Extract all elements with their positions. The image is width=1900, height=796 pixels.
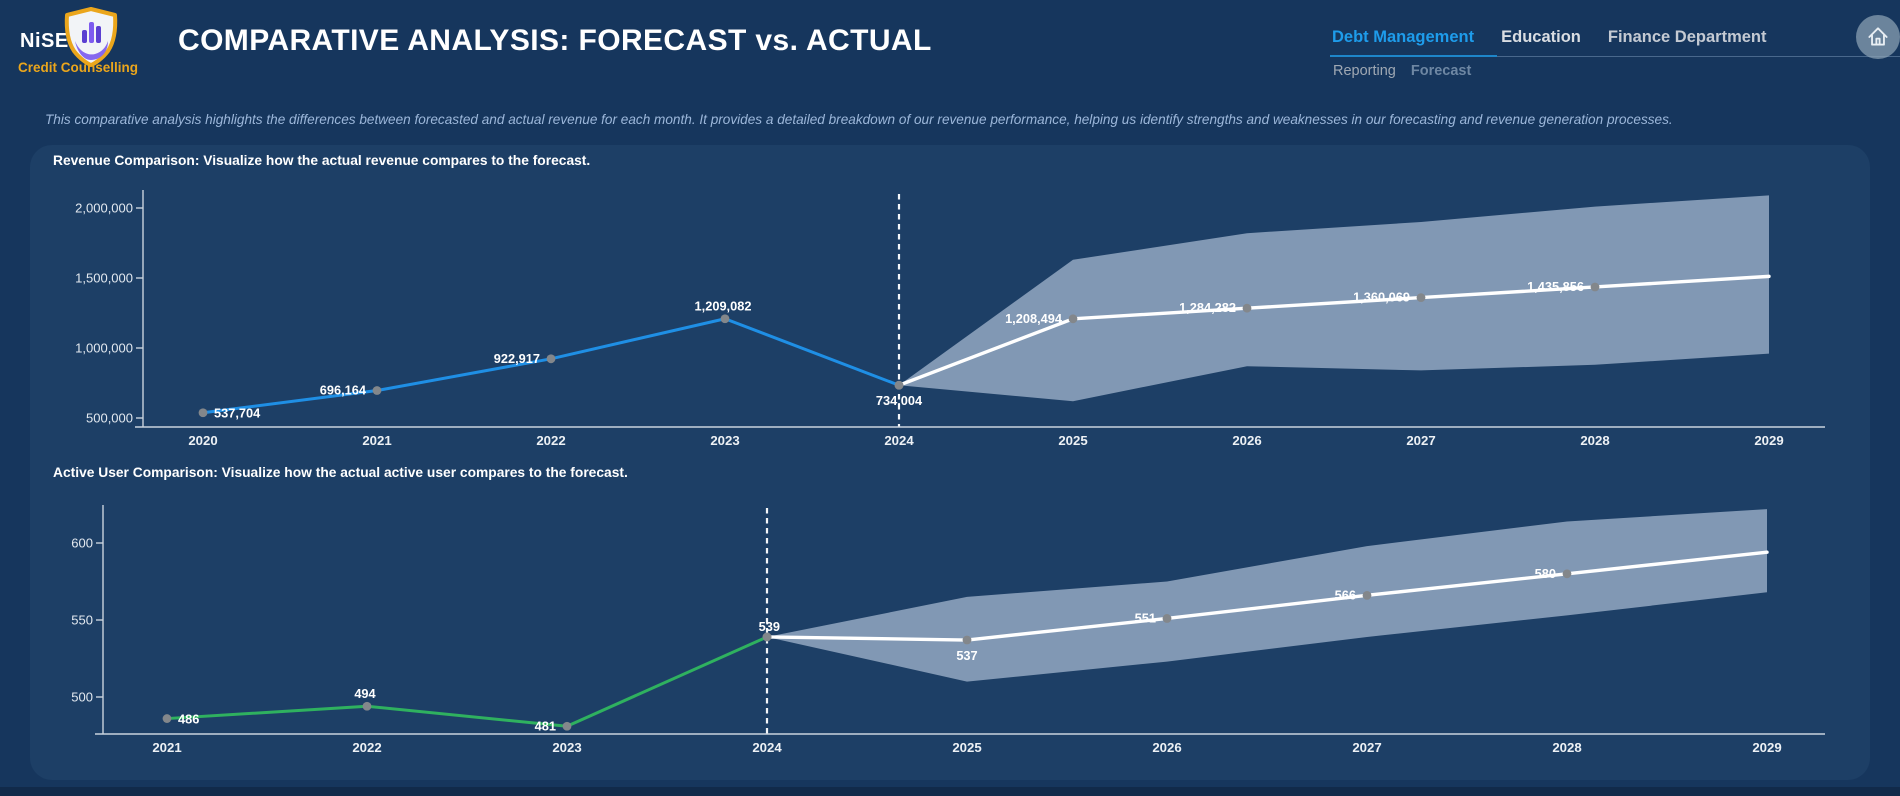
svg-text:2022: 2022 bbox=[352, 740, 381, 755]
svg-text:2025: 2025 bbox=[1058, 433, 1087, 448]
secondary-nav: Reporting Forecast bbox=[1333, 63, 1471, 79]
dashboard-description: This comparative analysis highlights the… bbox=[45, 112, 1673, 127]
active-user-chart-title: Active User Comparison: Visualize how th… bbox=[53, 465, 628, 480]
svg-text:2028: 2028 bbox=[1580, 433, 1609, 448]
tab-education[interactable]: Education bbox=[1501, 28, 1581, 46]
svg-text:2024: 2024 bbox=[884, 433, 914, 448]
svg-text:2,000,000: 2,000,000 bbox=[75, 201, 133, 216]
svg-text:2026: 2026 bbox=[1152, 740, 1181, 755]
active-tab-underline bbox=[1330, 55, 1497, 57]
primary-nav: Debt Management Education Finance Depart… bbox=[1332, 28, 1767, 47]
svg-text:2025: 2025 bbox=[952, 740, 981, 755]
svg-text:537: 537 bbox=[956, 648, 977, 663]
svg-text:2021: 2021 bbox=[152, 740, 181, 755]
svg-text:2023: 2023 bbox=[552, 740, 581, 755]
home-icon bbox=[1868, 27, 1888, 46]
svg-text:566: 566 bbox=[1335, 587, 1356, 602]
svg-text:2023: 2023 bbox=[710, 433, 739, 448]
svg-text:1,208,494: 1,208,494 bbox=[1005, 311, 1063, 326]
svg-text:481: 481 bbox=[535, 718, 556, 733]
svg-text:600: 600 bbox=[71, 536, 93, 551]
svg-text:1,000,000: 1,000,000 bbox=[75, 341, 133, 356]
tab-finance-department[interactable]: Finance Department bbox=[1607, 28, 1767, 46]
svg-text:537,704: 537,704 bbox=[214, 406, 261, 421]
svg-text:2026: 2026 bbox=[1232, 433, 1261, 448]
shield-logo-icon bbox=[64, 7, 118, 67]
home-button[interactable] bbox=[1856, 15, 1900, 59]
svg-text:486: 486 bbox=[178, 712, 199, 727]
svg-text:2029: 2029 bbox=[1754, 433, 1783, 448]
svg-text:1,500,000: 1,500,000 bbox=[75, 271, 133, 286]
svg-text:696,164: 696,164 bbox=[320, 383, 367, 398]
svg-text:550: 550 bbox=[71, 613, 93, 628]
tab-debt-management[interactable]: Debt Management bbox=[1332, 28, 1475, 46]
svg-text:580: 580 bbox=[1535, 566, 1556, 581]
svg-text:734,004: 734,004 bbox=[876, 393, 923, 408]
page-title: COMPARATIVE ANALYSIS: FORECAST vs. ACTUA… bbox=[178, 24, 932, 57]
svg-text:494: 494 bbox=[354, 686, 376, 701]
svg-text:2024: 2024 bbox=[752, 740, 782, 755]
svg-text:500,000: 500,000 bbox=[86, 411, 133, 426]
svg-text:1,435,856: 1,435,856 bbox=[1527, 279, 1584, 294]
svg-text:2021: 2021 bbox=[362, 433, 391, 448]
svg-text:551: 551 bbox=[1135, 610, 1156, 625]
svg-text:2027: 2027 bbox=[1352, 740, 1381, 755]
svg-text:2022: 2022 bbox=[536, 433, 565, 448]
svg-text:2029: 2029 bbox=[1752, 740, 1781, 755]
svg-text:1,360,069: 1,360,069 bbox=[1353, 290, 1410, 305]
active-user-comparison-chart[interactable]: 500 550 600 2021 2022 2023 2024 2025 2026 2027 202… bbox=[30, 455, 1870, 780]
brand-name: NiSE bbox=[20, 30, 69, 52]
bottom-strip bbox=[0, 787, 1900, 796]
tab-reporting[interactable]: Reporting bbox=[1333, 63, 1396, 79]
svg-text:1,284,282: 1,284,282 bbox=[1179, 300, 1236, 315]
svg-text:500: 500 bbox=[71, 690, 93, 705]
svg-text:922,917: 922,917 bbox=[494, 351, 540, 366]
revenue-chart-title: Revenue Comparison: Visualize how the ac… bbox=[53, 153, 591, 168]
nav-underline bbox=[1330, 55, 1900, 57]
tab-forecast[interactable]: Forecast bbox=[1410, 63, 1472, 79]
svg-text:2027: 2027 bbox=[1406, 433, 1435, 448]
charts-panel: Revenue Comparison: Visualize how the ac… bbox=[30, 145, 1870, 780]
brand-tagline: Credit Counselling bbox=[18, 60, 139, 75]
revenue-comparison-chart[interactable]: 500,000 1,000,000 1,500,000 2,000,000 2020 20… bbox=[30, 145, 1870, 455]
svg-text:2028: 2028 bbox=[1552, 740, 1581, 755]
svg-text:1,209,082: 1,209,082 bbox=[695, 299, 752, 314]
svg-text:2020: 2020 bbox=[188, 433, 217, 448]
svg-text:539: 539 bbox=[759, 619, 780, 634]
